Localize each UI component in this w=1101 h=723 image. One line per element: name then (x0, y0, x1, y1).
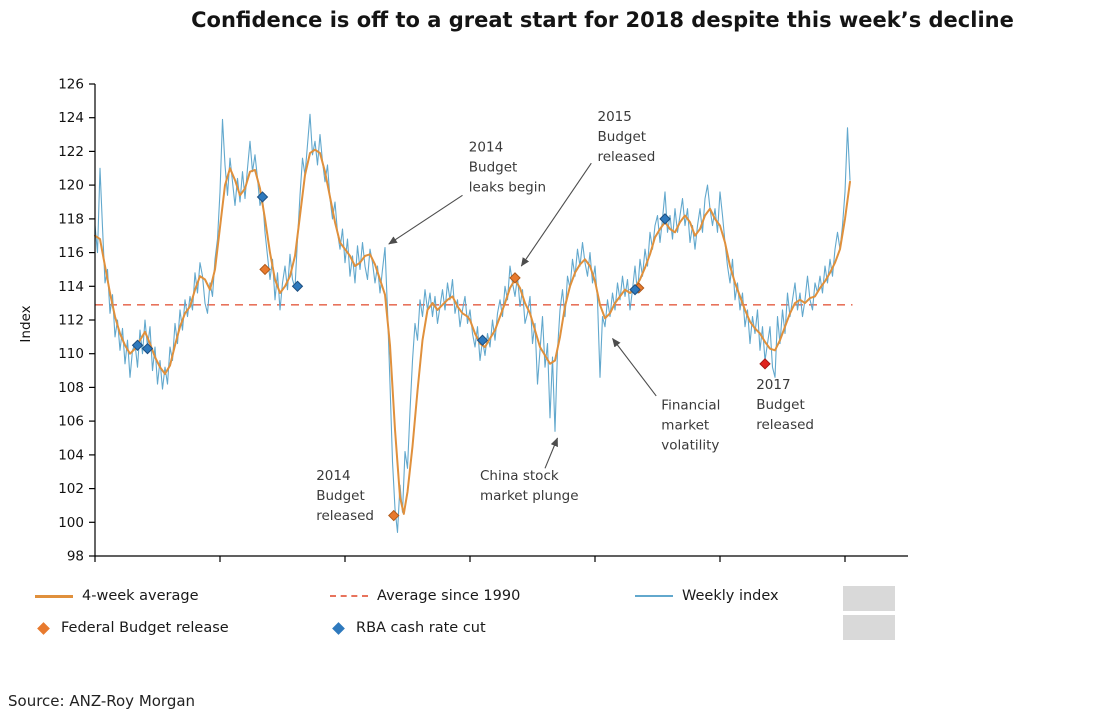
svg-text:Budget: Budget (316, 488, 365, 504)
legend-label: Average since 1990 (377, 588, 521, 604)
svg-text:released: released (316, 508, 374, 524)
four-week-average-line (94, 148, 851, 515)
legend-item-rba-cash-rate-cut: RBA cash rate cut (330, 620, 486, 636)
legend-item-average-since-1990: Average since 1990 (330, 588, 520, 604)
svg-text:116: 116 (58, 245, 84, 261)
legend-label: RBA cash rate cut (356, 620, 486, 636)
blue-line-swatch-icon (635, 595, 673, 597)
svg-text:released: released (756, 417, 814, 433)
svg-text:100: 100 (58, 515, 84, 531)
blue-diamond-swatch-icon (332, 621, 345, 635)
gray-box-decoration (843, 586, 895, 611)
svg-text:118: 118 (58, 211, 84, 227)
orange-diamond-swatch-icon (37, 621, 50, 635)
source-note: Source: ANZ-Roy Morgan (8, 692, 196, 710)
x-axis: 12131415161718 (94, 555, 908, 562)
chart-title: Confidence is off to a great start for 2… (191, 8, 1014, 32)
event-markers (131, 191, 671, 355)
svg-text:126: 126 (58, 77, 84, 93)
svg-text:China stock: China stock (480, 468, 559, 484)
svg-text:market plunge: market plunge (480, 488, 579, 504)
svg-text:112: 112 (58, 313, 84, 329)
orange-line-swatch-icon (35, 594, 73, 598)
svg-text:Budget: Budget (598, 129, 647, 145)
svg-text:Budget: Budget (469, 159, 518, 175)
svg-text:122: 122 (58, 144, 84, 160)
svg-text:2014: 2014 (316, 468, 350, 484)
legend-item-federal-budget-release: Federal Budget release (35, 620, 229, 636)
svg-text:Financial: Financial (661, 397, 720, 413)
svg-text:108: 108 (58, 380, 84, 396)
svg-text:110: 110 (58, 346, 84, 362)
svg-text:120: 120 (58, 178, 84, 194)
legend-label: Weekly index (682, 588, 779, 604)
svg-text:114: 114 (58, 279, 84, 295)
svg-text:104: 104 (58, 447, 84, 463)
legend-label: 4-week average (82, 588, 199, 604)
svg-text:2014: 2014 (469, 139, 503, 155)
confidence-chart: 98 100 102 104 106 108 110 112 114 116 118 120 122 12… (18, 77, 908, 565)
svg-text:released: released (598, 149, 656, 165)
svg-text:106: 106 (58, 414, 84, 430)
gray-box-decoration (843, 615, 895, 640)
svg-text:124: 124 (58, 110, 84, 126)
svg-text:leaks begin: leaks begin (469, 179, 546, 195)
svg-text:102: 102 (58, 481, 84, 497)
svg-text:volatility: volatility (661, 437, 719, 453)
svg-text:Budget: Budget (756, 397, 805, 413)
svg-text:Index: Index (18, 305, 34, 342)
dashed-line-swatch-icon (330, 595, 368, 597)
event-markers (759, 358, 771, 370)
svg-text:2017: 2017 (756, 377, 790, 393)
legend-item-4-week-average: 4-week average (35, 588, 199, 604)
weekly-index-line (94, 113, 851, 533)
svg-text:98: 98 (67, 549, 84, 565)
legend-label: Federal Budget release (61, 620, 229, 636)
y-axis: 98 100 102 104 106 108 110 112 114 116 118 120 122 12… (18, 77, 96, 565)
svg-text:market: market (661, 417, 709, 433)
svg-text:2015: 2015 (598, 109, 632, 125)
annotations: 2014 Budget leaks begin 2015 Budget released 2… (316, 109, 814, 524)
legend-item-weekly-index: Weekly index (635, 588, 779, 604)
